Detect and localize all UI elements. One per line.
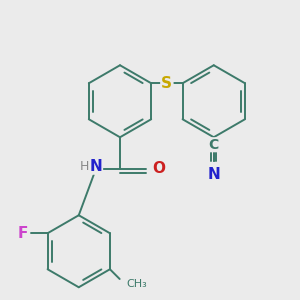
- Text: O: O: [152, 161, 165, 176]
- Text: N: N: [90, 159, 102, 174]
- Text: F: F: [18, 226, 28, 241]
- Text: S: S: [161, 76, 172, 91]
- Text: CH₃: CH₃: [126, 279, 147, 289]
- Text: C: C: [208, 138, 219, 152]
- Text: N: N: [207, 167, 220, 182]
- Text: H: H: [80, 160, 89, 173]
